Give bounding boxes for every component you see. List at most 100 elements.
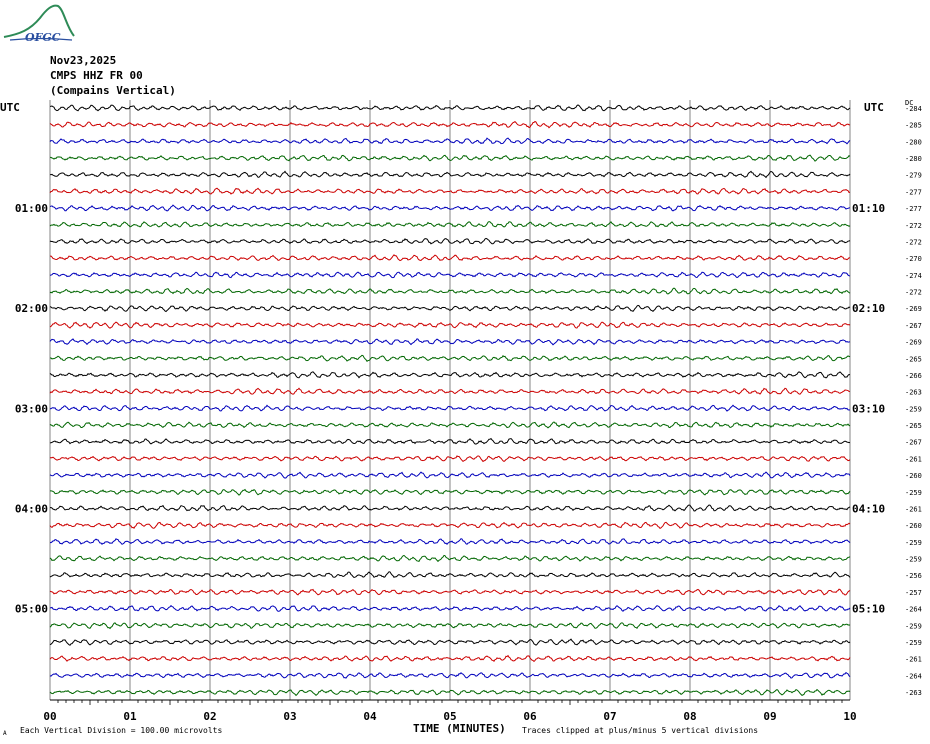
dc-offset-label: -284 xyxy=(905,105,922,113)
seismic-trace xyxy=(49,571,851,579)
dc-offset-label: -263 xyxy=(905,389,922,397)
seismic-trace xyxy=(49,137,851,145)
seismic-trace xyxy=(49,187,851,195)
utc-left-label: UTC xyxy=(0,101,20,114)
right-time-label: 01:10 xyxy=(852,202,885,215)
dc-offset-label: -264 xyxy=(905,606,922,614)
axis-labels: 00 01 02 03 04 05 06 07 08 09 10 -284 -285 -280 -280 -2… xyxy=(15,105,922,723)
dc-offset-label: -259 xyxy=(905,405,922,413)
x-tick-label: 00 xyxy=(43,710,56,723)
clip-note: Traces clipped at plus/minus 5 vertical … xyxy=(522,726,758,735)
dc-offset-label: -261 xyxy=(905,455,922,463)
dc-offset-label: -260 xyxy=(905,522,922,530)
seismic-trace xyxy=(49,437,851,445)
dc-offset-label: -256 xyxy=(905,572,922,580)
left-time-label: 05:00 xyxy=(15,603,48,616)
dc-offset-label: -265 xyxy=(905,355,922,363)
dc-offset-label: -267 xyxy=(905,439,922,447)
dc-offset-label: -265 xyxy=(905,422,922,430)
logo-text: OFGC xyxy=(25,31,61,44)
right-time-label: 02:10 xyxy=(852,302,885,315)
seismic-trace xyxy=(49,254,851,262)
dc-offset-label: -280 xyxy=(905,138,922,146)
logo-mountain-icon xyxy=(3,4,75,38)
seismic-trace xyxy=(49,622,851,630)
left-time-label: 04:00 xyxy=(15,502,48,515)
dc-offset-label: -269 xyxy=(905,305,922,313)
scale-note: Each Vertical Division = 100.00 microvol… xyxy=(20,726,222,735)
plot-date: Nov23,2025 xyxy=(50,54,117,67)
dc-offset-label: -263 xyxy=(905,689,922,697)
dc-offset-label: -280 xyxy=(905,155,922,163)
dc-offset-label: -257 xyxy=(905,589,922,597)
dc-offset-label: -274 xyxy=(905,272,922,280)
dc-offset-label: -270 xyxy=(905,255,922,263)
seismic-trace xyxy=(49,204,851,212)
seismic-trace xyxy=(49,237,851,245)
seismic-trace xyxy=(49,271,851,279)
x-tick-label: 04 xyxy=(363,710,377,723)
seismic-trace xyxy=(49,387,851,395)
dc-offset-label: -272 xyxy=(905,222,922,230)
seismic-trace xyxy=(49,120,851,129)
seismic-trace xyxy=(49,604,851,612)
seismic-trace xyxy=(49,404,851,412)
dc-offset-label: -259 xyxy=(905,539,922,547)
utc-right-label: UTC xyxy=(864,101,884,114)
seismic-trace xyxy=(49,588,851,596)
dc-offset-label: -269 xyxy=(905,339,922,347)
seismic-trace xyxy=(49,671,851,679)
time-grid xyxy=(49,100,851,705)
left-time-label: 02:00 xyxy=(15,302,48,315)
seismic-trace xyxy=(49,154,851,162)
dc-offset-label: -259 xyxy=(905,622,922,630)
seismic-trace xyxy=(49,654,851,663)
dc-offset-label: -259 xyxy=(905,489,922,497)
dc-offset-label: -259 xyxy=(905,556,922,564)
dc-offset-label: -261 xyxy=(905,505,922,513)
x-tick-label: 05 xyxy=(443,710,456,723)
dc-offset-label: -277 xyxy=(905,188,922,196)
dc-offset-label: -261 xyxy=(905,656,922,664)
seismic-trace xyxy=(49,688,851,697)
dc-offset-label: -272 xyxy=(905,289,922,297)
seismic-trace xyxy=(49,638,851,646)
station-location: (Compains Vertical) xyxy=(50,84,176,97)
seismic-trace xyxy=(49,554,851,563)
x-tick-label: 07 xyxy=(603,710,616,723)
seismic-trace xyxy=(49,421,851,429)
x-tick-label: 10 xyxy=(843,710,856,723)
seismic-trace xyxy=(49,354,851,362)
right-time-label: 05:10 xyxy=(852,603,885,616)
seismic-trace xyxy=(49,321,851,329)
seismic-trace xyxy=(49,170,851,179)
x-tick-label: 06 xyxy=(523,710,537,723)
dc-offset-label: -272 xyxy=(905,238,922,246)
seismic-trace xyxy=(49,371,851,379)
left-time-label: 01:00 xyxy=(15,202,48,215)
right-time-label: 03:10 xyxy=(852,402,885,415)
x-tick-label: 03 xyxy=(283,710,296,723)
seismic-trace xyxy=(49,455,851,463)
dc-offset-label: -277 xyxy=(905,205,922,213)
seismic-trace xyxy=(49,104,851,112)
seismic-trace xyxy=(49,338,851,346)
ofgc-logo: OFGC xyxy=(3,4,75,44)
dc-offset-label: -285 xyxy=(905,122,922,130)
x-axis-title: TIME (MINUTES) xyxy=(413,722,506,735)
seismic-trace xyxy=(49,287,851,295)
seismic-trace xyxy=(49,304,851,313)
dc-offset-label: -260 xyxy=(905,472,922,480)
dc-offset-label: -266 xyxy=(905,372,922,380)
seismic-trace xyxy=(49,521,851,530)
station-code: CMPS HHZ FR 00 xyxy=(50,69,143,82)
left-time-label: 03:00 xyxy=(15,402,48,415)
dc-label: DC xyxy=(905,99,913,107)
x-tick-label: 09 xyxy=(763,710,776,723)
dc-offset-label: -264 xyxy=(905,672,922,680)
right-time-label: 04:10 xyxy=(852,502,885,515)
trace-rows xyxy=(49,104,851,697)
x-tick-label: 02 xyxy=(203,710,216,723)
seismic-trace xyxy=(49,538,851,546)
